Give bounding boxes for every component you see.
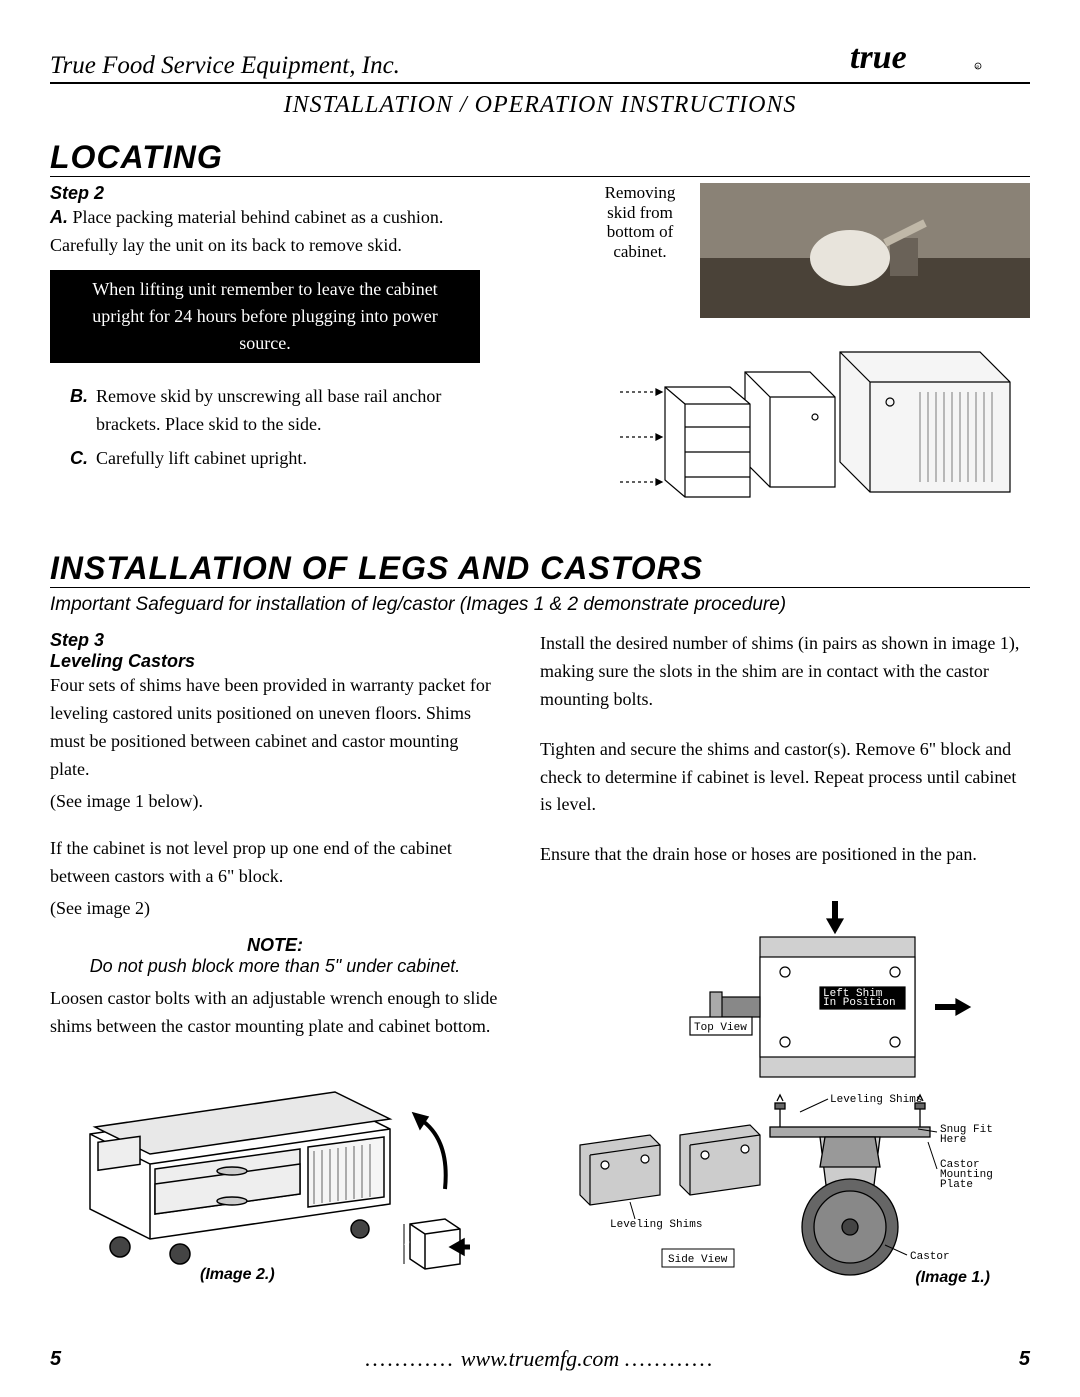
image2-svg: 6" — [50, 1069, 480, 1279]
url-text: www.truemfg.com — [461, 1346, 619, 1371]
image1-caption: (Image 1.) — [915, 1269, 990, 1287]
exploded-cabinet-diagram — [610, 332, 1030, 532]
photo-caption: Removing skid from bottom of cabinet. — [590, 183, 690, 261]
svg-text:Top View: Top View — [694, 1022, 747, 1034]
svg-text:Side View: Side View — [668, 1254, 728, 1266]
legs-columns: Step 3 Leveling Castors Four sets of shi… — [50, 630, 1030, 1302]
locating-item-b: B. Remove skid by unscrewing all base ra… — [50, 383, 480, 439]
company-name: True Food Service Equipment, Inc. — [50, 52, 400, 80]
legs-p2: If the cabinet is not level prop up one … — [50, 835, 500, 891]
letter-b: B. — [70, 383, 90, 439]
image2-area: 6" (Image 2.) — [50, 1069, 500, 1284]
leveling-subhead: Leveling Castors — [50, 651, 500, 672]
step2-label: Step 2 — [50, 183, 480, 204]
svg-text:Leveling Shims: Leveling Shims — [830, 1094, 922, 1106]
svg-text:R: R — [975, 66, 979, 71]
svg-text:In Position: In Position — [823, 997, 896, 1009]
letter-c: C. — [70, 445, 90, 473]
section-legs-title: INSTALLATION OF LEGS AND CASTORS — [50, 550, 1030, 588]
section-locating-title: LOCATING — [50, 139, 1030, 177]
locating-item-c: C. Carefully lift cabinet upright. — [50, 445, 480, 473]
note-head: NOTE: — [50, 935, 500, 956]
true-logo-svg: true R — [850, 38, 1030, 78]
legs-p1: Four sets of shims have been provided in… — [50, 672, 500, 784]
item-b-text: Remove skid by unscrewing all base rail … — [96, 383, 480, 439]
svg-text:Here: Here — [940, 1134, 966, 1146]
svg-text:Castor: Castor — [910, 1251, 950, 1263]
svg-text:6": 6" — [395, 1238, 410, 1254]
photo-wrap: Removing skid from bottom of cabinet. — [700, 183, 1030, 332]
warning-callout: When lifting unit remember to leave the … — [50, 270, 480, 363]
safeguard-text: Important Safeguard for installation of … — [50, 594, 1030, 616]
dots-right: ............ — [625, 1346, 715, 1371]
dots-left: ............ — [365, 1346, 455, 1371]
locating-item-a: A. Place packing material behind cabinet… — [50, 204, 480, 260]
svg-text:Plate: Plate — [940, 1179, 973, 1191]
locating-image-column: Removing skid from bottom of cabinet. — [510, 183, 1030, 532]
page-footer: 5 ............ www.truemfg.com .........… — [50, 1346, 1030, 1372]
svg-text:true: true — [850, 39, 907, 76]
note-block: NOTE: Do not push block more than 5" und… — [50, 935, 500, 977]
legs-r3: Ensure that the drain hose or hoses are … — [540, 841, 1030, 869]
legs-r2: Tighten and secure the shims and castor(… — [540, 736, 1030, 820]
legs-left-column: Step 3 Leveling Castors Four sets of shi… — [50, 630, 500, 1302]
legs-right-column: Install the desired number of shims (in … — [540, 630, 1030, 1302]
image1-area: Top View Left Shim In Position Leveling … — [540, 897, 1030, 1302]
skid-removal-photo — [700, 183, 1030, 318]
legs-r1: Install the desired number of shims (in … — [540, 630, 1030, 714]
page-number-right: 5 — [1019, 1348, 1030, 1371]
legs-p2b: (See image 2) — [50, 895, 500, 923]
item-c-text: Carefully lift cabinet upright. — [96, 445, 307, 473]
brand-logo: true R — [850, 38, 1030, 88]
page-header: True Food Service Equipment, Inc. true R — [50, 30, 1030, 84]
legs-p3: Loosen castor bolts with an adjustable w… — [50, 985, 500, 1041]
image2-caption: (Image 2.) — [200, 1266, 275, 1284]
legs-p1b: (See image 1 below). — [50, 788, 500, 816]
locating-text-column: Step 2 A. Place packing material behind … — [50, 183, 480, 532]
step3-label: Step 3 — [50, 630, 500, 651]
footer-url: ............ www.truemfg.com ...........… — [365, 1346, 714, 1372]
page-subtitle: INSTALLATION / OPERATION INSTRUCTIONS — [50, 92, 1030, 119]
page-number-left: 5 — [50, 1348, 61, 1371]
image1-svg: Top View Left Shim In Position Leveling … — [540, 897, 1030, 1297]
locating-content: Step 2 A. Place packing material behind … — [50, 183, 1030, 532]
note-body: Do not push block more than 5" under cab… — [50, 956, 500, 977]
item-a-text: Place packing material behind cabinet as… — [50, 207, 443, 255]
letter-a: A. — [50, 207, 68, 227]
svg-text:Leveling Shims: Leveling Shims — [610, 1219, 702, 1231]
